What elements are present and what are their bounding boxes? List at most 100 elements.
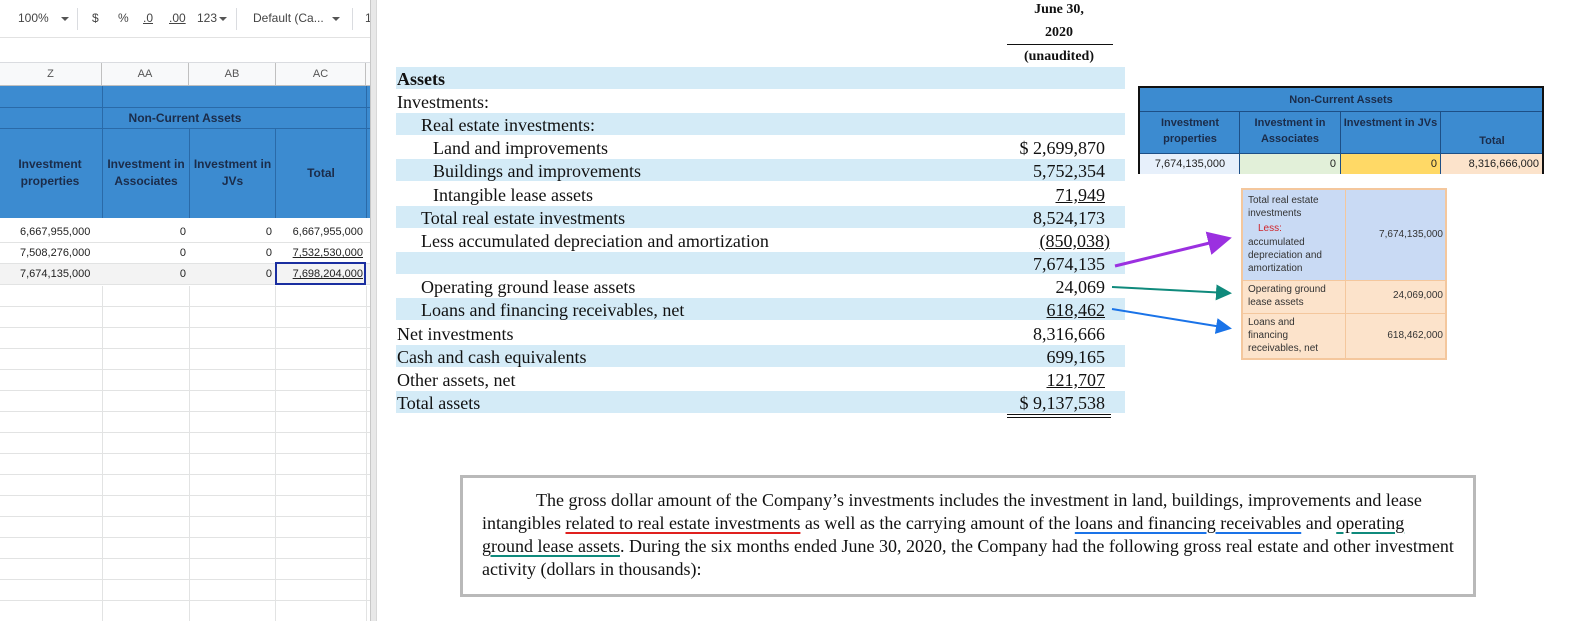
total-assets-label: Total assets (397, 393, 481, 413)
font-size-select[interactable]: 1 (365, 11, 370, 25)
grid-line (0, 411, 370, 412)
total-re-value: 8,524,173 (1033, 208, 1105, 228)
grid-line (0, 369, 370, 370)
number-format-button[interactable]: 123 (197, 11, 218, 25)
nca-value-bg (1441, 154, 1542, 174)
grid-line (0, 537, 370, 538)
sheet-header-block: Non-Current Assets Investment properties… (0, 86, 370, 218)
underline-red-phrase: related to real estate investments (565, 513, 801, 533)
number-format-caret-icon[interactable] (219, 17, 227, 21)
sheet-gap-row (0, 218, 370, 222)
reconciliation-box: Total real estate investments Less: accu… (1241, 188, 1447, 360)
header-divider (275, 128, 276, 218)
date-header-line2: 2020 (1045, 25, 1073, 40)
column-header-ab[interactable]: AB (189, 63, 276, 86)
land-value: $ 2,699,870 (1019, 138, 1106, 158)
cell-ac[interactable]: 7,532,530,000 (292, 247, 363, 259)
cell-ac[interactable]: 6,667,955,000 (292, 226, 363, 238)
cash-value: 699,165 (1046, 347, 1106, 367)
net-investments-value: 8,316,666 (1033, 324, 1105, 344)
cell-aa[interactable]: 0 (179, 268, 186, 280)
cell-aa[interactable]: 0 (179, 247, 186, 259)
less-accum-value: (850,038) (1039, 231, 1111, 251)
header-top-band (0, 86, 370, 108)
intangible-label: Intangible lease assets (433, 185, 593, 205)
real-estate-label: Real estate investments: (421, 115, 595, 135)
sheet-toolbar: 100% $ % .0 .00 123 Default (Ca... 1 (0, 0, 370, 38)
decrease-decimal-button[interactable]: .0 (143, 11, 154, 25)
header-divider (0, 128, 370, 129)
grid-line (0, 579, 370, 580)
recon-re-label: Total real estate investments (1248, 195, 1319, 219)
cell-z[interactable]: 7,674,135,000 (20, 268, 91, 280)
table-divider (1140, 111, 1542, 112)
assets-heading: Assets (397, 69, 445, 89)
nca-value-bg (1140, 154, 1239, 174)
recon-re-value: 7,674,135,000 (1379, 229, 1443, 240)
nca-value-total: 8,316,666,000 (1468, 158, 1539, 170)
cell-ab[interactable]: 0 (265, 268, 272, 280)
nca-value-investment-properties: 7,674,135,000 (1154, 158, 1226, 170)
nca-header-investment-properties: Investment properties (1160, 117, 1220, 145)
row-band (396, 67, 1125, 89)
grid-line (0, 600, 370, 601)
cell-aa[interactable]: 0 (179, 226, 186, 238)
table-divider (1140, 153, 1542, 154)
grid-line (0, 558, 370, 559)
paragraph-text: . During the six months ended June 30, 2… (482, 536, 1454, 579)
header-investment-properties[interactable]: Investment properties (18, 157, 82, 188)
header-total[interactable]: Total (307, 166, 335, 180)
row-band (396, 345, 1125, 367)
cell-ac[interactable]: 7,698,204,000 (292, 268, 363, 280)
grid-line (0, 453, 370, 454)
cell-z[interactable]: 6,667,955,000 (20, 226, 91, 238)
nca-header-jvs: Investment in JVs (1343, 117, 1438, 129)
percent-format-button[interactable]: % (118, 11, 129, 25)
recon-ground-block (1243, 280, 1445, 313)
font-caret-icon[interactable] (332, 17, 340, 21)
column-header-ac[interactable]: AC (276, 63, 366, 86)
header-investment-in-jvs[interactable]: Investment in JVs (193, 157, 272, 188)
disclosure-paragraph-box: The gross dollar amount of the Company’s… (460, 475, 1476, 597)
row-band (396, 298, 1125, 320)
increase-decimal-button[interactable]: .00 (169, 11, 186, 25)
pane-splitter[interactable] (370, 0, 377, 621)
nca-value-bg (1240, 154, 1340, 174)
recon-loans-label: Loans and financing receivables, net (1248, 317, 1319, 354)
recon-accum-label: accumulated depreciation and amortizatio… (1248, 237, 1322, 274)
row-band (396, 252, 1125, 274)
loans-label: Loans and financing receivables, net (421, 300, 685, 320)
zoom-select[interactable]: 100% (18, 11, 49, 25)
currency-format-button[interactable]: $ (92, 11, 99, 25)
font-select[interactable]: Default (Ca... (253, 11, 324, 25)
cell-ab[interactable]: 0 (265, 247, 272, 259)
column-header-aa[interactable]: AA (102, 63, 189, 86)
other-assets-value: 121,707 (1046, 370, 1106, 390)
recon-re-block (1243, 190, 1445, 280)
total-double-rule (1007, 414, 1111, 415)
column-header-z[interactable]: Z (0, 63, 102, 86)
date-header-rule (1007, 44, 1113, 45)
row-band (396, 206, 1125, 228)
cell-ab[interactable]: 0 (265, 226, 272, 238)
paragraph-text: and (1301, 513, 1337, 533)
net-re-value: 7,674,135 (1033, 254, 1105, 274)
total-double-rule (1007, 417, 1111, 418)
table-row: 7,508,276,000 0 0 7,532,530,000 (0, 243, 370, 264)
header-investment-in-associates[interactable]: Investment in Associates (107, 157, 185, 188)
cell-z[interactable]: 7,508,276,000 (20, 247, 91, 259)
grid-line (0, 516, 370, 517)
row-band (396, 159, 1125, 181)
buildings-label: Buildings and improvements (433, 161, 641, 181)
ground-lease-label: Operating ground lease assets (421, 277, 636, 297)
cash-label: Cash and cash equivalents (397, 347, 587, 367)
nca-header-total: Total (1479, 135, 1505, 147)
arrow-purple (1114, 231, 1232, 268)
zoom-caret-icon[interactable] (61, 17, 69, 21)
row-band (396, 113, 1125, 135)
investments-label: Investments: (397, 92, 489, 112)
loans-value: 618,462 (1046, 300, 1106, 320)
nca-value-jvs: 0 (1430, 158, 1437, 170)
selected-cell-highlight[interactable] (275, 262, 366, 285)
grid-line (0, 390, 370, 391)
